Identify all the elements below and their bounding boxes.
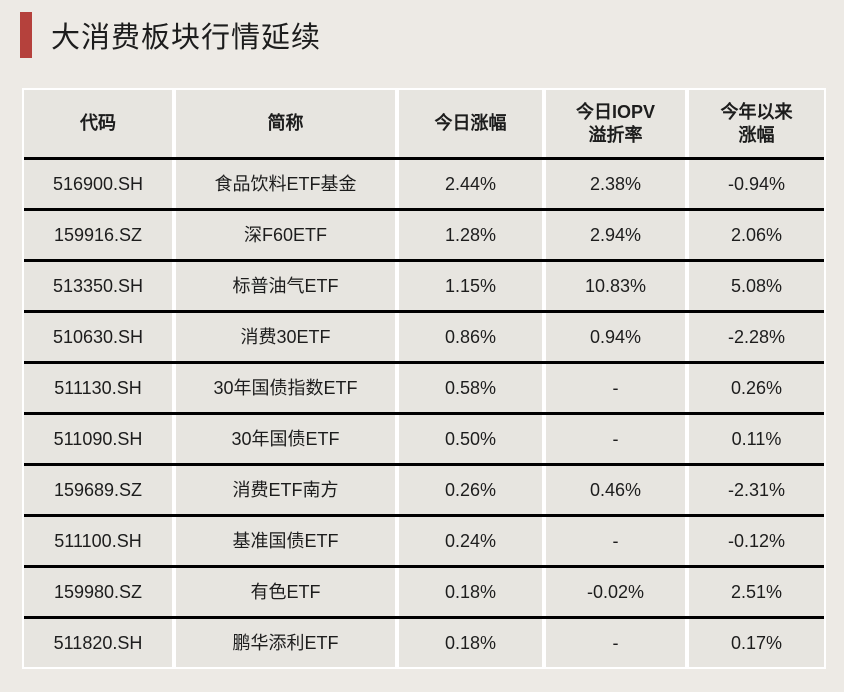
ytd-change-cell: -0.12% — [689, 517, 824, 565]
iopv-premium-cell: - — [546, 619, 685, 667]
ytd-change-cell: 2.51% — [689, 568, 824, 616]
iopv-premium-cell: 10.83% — [546, 262, 685, 310]
table-header-row: 代码 简称 今日涨幅 今日IOPV 溢折率 今年以来 涨幅 — [24, 90, 824, 160]
ytd-change-cell: -0.94% — [689, 160, 824, 208]
name-cell: 30年国债指数ETF — [176, 364, 395, 412]
header-code-label: 代码 — [80, 113, 116, 134]
header-ytd-change-line2: 涨幅 — [738, 124, 775, 145]
page-title: 大消费板块行情延续 — [51, 22, 322, 54]
header-ytd-change-line1: 今年以来 — [720, 102, 793, 122]
today-change-cell: 2.44% — [399, 160, 542, 208]
ytd-change-cell: 0.17% — [689, 619, 824, 667]
header-iopv-premium: 今日IOPV 溢折率 — [546, 90, 685, 157]
header-ytd-change: 今年以来 涨幅 — [689, 90, 824, 157]
page-header: 大消费板块行情延续 — [20, 12, 321, 58]
iopv-premium-cell: 0.46% — [546, 466, 685, 514]
table-row: 513350.SH 标普油气ETF 1.15% 10.83% 5.08% — [24, 262, 824, 313]
code-cell: 511130.SH — [24, 364, 172, 412]
table-row: 511100.SH 基准国债ETF 0.24% - -0.12% — [24, 517, 824, 568]
header-name-label: 简称 — [267, 113, 304, 134]
table-row: 511090.SH 30年国债ETF 0.50% - 0.11% — [24, 415, 824, 466]
ytd-change-cell: -2.31% — [689, 466, 824, 514]
name-cell: 深F60ETF — [176, 211, 395, 259]
iopv-premium-cell: 0.94% — [546, 313, 685, 361]
title-accent-bar — [20, 12, 32, 58]
header-today-change-label: 今日涨幅 — [434, 113, 507, 134]
code-cell: 511100.SH — [24, 517, 172, 565]
iopv-premium-cell: - — [546, 364, 685, 412]
name-cell: 基准国债ETF — [176, 517, 395, 565]
table-row: 510630.SH 消费30ETF 0.86% 0.94% -2.28% — [24, 313, 824, 364]
iopv-premium-cell: -0.02% — [546, 568, 685, 616]
ytd-change-cell: 0.11% — [689, 415, 824, 463]
name-cell: 30年国债ETF — [176, 415, 395, 463]
code-cell: 511090.SH — [24, 415, 172, 463]
code-cell: 510630.SH — [24, 313, 172, 361]
today-change-cell: 1.15% — [399, 262, 542, 310]
iopv-premium-cell: - — [546, 415, 685, 463]
header-name: 简称 — [176, 90, 395, 157]
today-change-cell: 0.86% — [399, 313, 542, 361]
header-code: 代码 — [24, 90, 172, 157]
today-change-cell: 0.58% — [399, 364, 542, 412]
iopv-premium-cell: - — [546, 517, 685, 565]
today-change-cell: 1.28% — [399, 211, 542, 259]
code-cell: 159916.SZ — [24, 211, 172, 259]
name-cell: 鹏华添利ETF — [176, 619, 395, 667]
code-cell: 511820.SH — [24, 619, 172, 667]
table-row: 516900.SH 食品饮料ETF基金 2.44% 2.38% -0.94% — [24, 160, 824, 211]
code-cell: 516900.SH — [24, 160, 172, 208]
name-cell: 有色ETF — [176, 568, 395, 616]
table-row: 511820.SH 鹏华添利ETF 0.18% - 0.17% — [24, 619, 824, 667]
name-cell: 标普油气ETF — [176, 262, 395, 310]
table-row: 511130.SH 30年国债指数ETF 0.58% - 0.26% — [24, 364, 824, 415]
ytd-change-cell: -2.28% — [689, 313, 824, 361]
ytd-change-cell: 5.08% — [689, 262, 824, 310]
etf-table: 代码 简称 今日涨幅 今日IOPV 溢折率 今年以来 涨幅 516900.SH … — [22, 88, 826, 669]
name-cell: 食品饮料ETF基金 — [176, 160, 395, 208]
header-today-change: 今日涨幅 — [399, 90, 542, 157]
table-row: 159980.SZ 有色ETF 0.18% -0.02% 2.51% — [24, 568, 824, 619]
today-change-cell: 0.18% — [399, 568, 542, 616]
iopv-premium-cell: 2.94% — [546, 211, 685, 259]
ytd-change-cell: 0.26% — [689, 364, 824, 412]
name-cell: 消费30ETF — [176, 313, 395, 361]
table-row: 159916.SZ 深F60ETF 1.28% 2.94% 2.06% — [24, 211, 824, 262]
iopv-premium-cell: 2.38% — [546, 160, 685, 208]
code-cell: 159980.SZ — [24, 568, 172, 616]
name-cell: 消费ETF南方 — [176, 466, 395, 514]
table-row: 159689.SZ 消费ETF南方 0.26% 0.46% -2.31% — [24, 466, 824, 517]
code-cell: 513350.SH — [24, 262, 172, 310]
code-cell: 159689.SZ — [24, 466, 172, 514]
today-change-cell: 0.24% — [399, 517, 542, 565]
ytd-change-cell: 2.06% — [689, 211, 824, 259]
header-iopv-premium-line1: 今日IOPV — [575, 102, 655, 122]
today-change-cell: 0.18% — [399, 619, 542, 667]
today-change-cell: 0.26% — [399, 466, 542, 514]
today-change-cell: 0.50% — [399, 415, 542, 463]
header-iopv-premium-line2: 溢折率 — [588, 124, 643, 145]
